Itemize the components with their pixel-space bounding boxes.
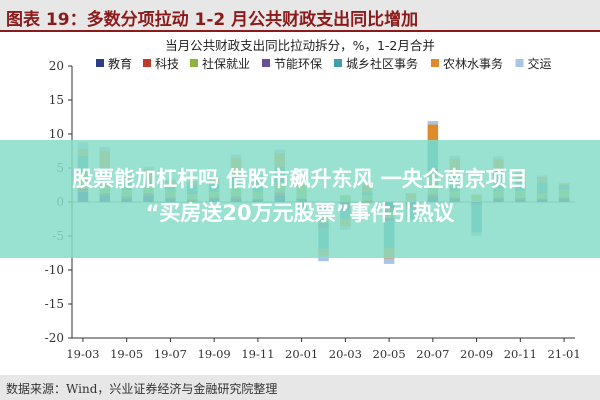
y-tick-label: -10 xyxy=(45,263,64,277)
y-tick-label: -15 xyxy=(45,297,64,311)
x-tick-label: 20-11 xyxy=(504,347,537,361)
x-tick-label: 20-09 xyxy=(460,347,493,361)
figure-header: 图表 19：多数分项拉动 1-2 月公共财政支出同比增加 xyxy=(0,0,600,32)
bar-segment-20-02-交运 xyxy=(318,255,329,262)
legend-label: 社保就业 xyxy=(202,56,250,71)
x-tick-label: 20-03 xyxy=(329,347,362,361)
headline-banner[interactable]: 股票能加杠杆吗 借股市飙升东风 一央企南京项目 “买房送20万元股票”事件引热议 xyxy=(0,140,600,258)
legend-swatch-交运 xyxy=(515,59,524,67)
y-tick-label: -20 xyxy=(45,331,64,345)
source-note: 数据来源：Wind，兴业证券经济与金融研究院整理 xyxy=(6,382,278,396)
legend-label: 交运 xyxy=(528,56,552,71)
y-tick-label: 10 xyxy=(49,127,64,141)
x-tick-label: 21-01 xyxy=(547,347,580,361)
bar-segment-20-07-交运 xyxy=(427,121,439,125)
legend-label: 教育 xyxy=(108,56,132,71)
legend-swatch-城乡社区事务 xyxy=(334,59,342,67)
figure-title: 图表 19：多数分项拉动 1-2 月公共财政支出同比增加 xyxy=(6,10,419,30)
x-tick-label: 19-05 xyxy=(110,347,143,361)
chart-title: 当月公共财政支出同比拉动拆分，%，1-2月合并 xyxy=(165,38,435,53)
y-tick-label: 15 xyxy=(49,93,64,107)
bar-segment-20-07-农林水事务 xyxy=(427,124,439,142)
legend-swatch-社保就业 xyxy=(190,59,198,67)
x-tick-label: 20-07 xyxy=(416,347,449,361)
x-tick-label: 19-09 xyxy=(198,347,231,361)
bar-segment-20-05-交运 xyxy=(383,258,395,264)
legend-swatch-节能环保 xyxy=(262,59,270,67)
x-tick-label: 19-11 xyxy=(241,347,274,361)
headline-line-2: “买房送20万元股票”事件引热议 xyxy=(145,201,455,225)
legend-label: 农林水事务 xyxy=(443,56,503,71)
headline-text[interactable]: 股票能加杠杆吗 借股市飙升东风 一央企南京项目 “买房送20万元股票”事件引热议 xyxy=(0,162,600,230)
x-tick-label: 20-01 xyxy=(285,347,318,361)
x-tick-label: 20-05 xyxy=(373,347,406,361)
legend-label: 节能环保 xyxy=(274,57,322,71)
legend-swatch-教育 xyxy=(96,59,104,67)
legend-label: 科技 xyxy=(155,57,179,71)
figure-footer: 数据来源：Wind，兴业证券经济与金融研究院整理 xyxy=(0,375,600,400)
legend-label: 城乡社区事务 xyxy=(346,56,418,71)
x-tick-label: 19-03 xyxy=(66,347,99,361)
x-tick-label: 19-07 xyxy=(154,347,187,361)
y-tick-label: 20 xyxy=(49,59,64,73)
legend-swatch-农林水事务 xyxy=(431,59,439,67)
legend-swatch-科技 xyxy=(143,59,151,67)
headline-line-1: 股票能加杠杆吗 借股市飙升东风 一央企南京项目 xyxy=(72,167,528,191)
